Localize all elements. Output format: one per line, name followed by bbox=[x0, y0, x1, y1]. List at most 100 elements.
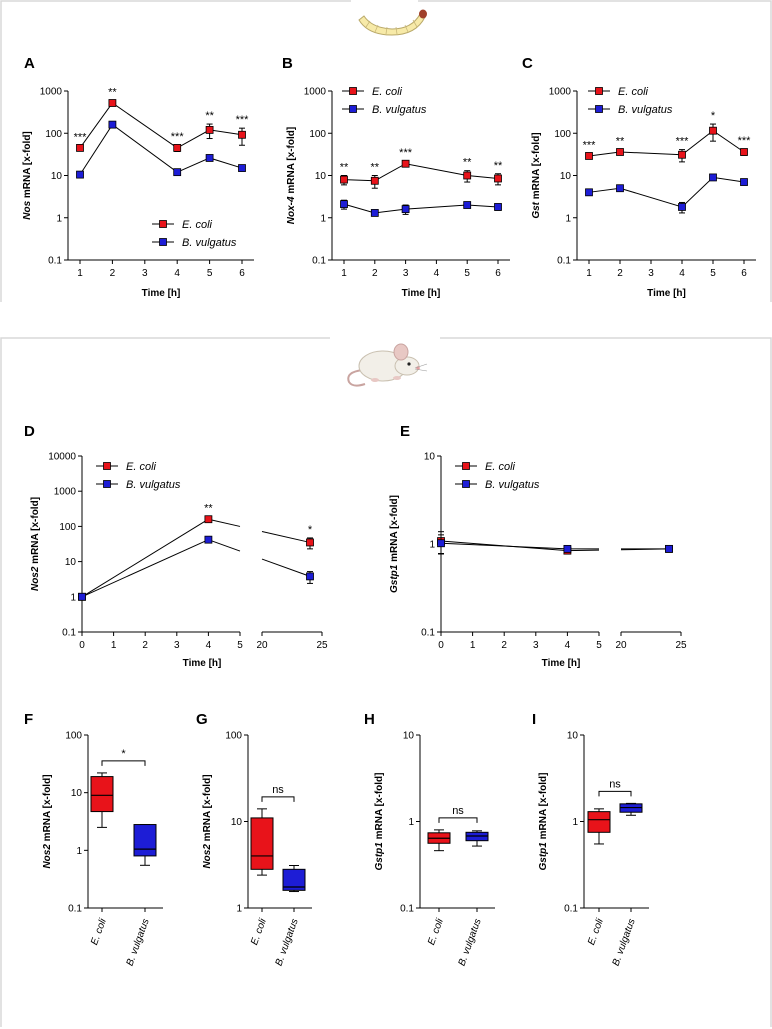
bvulgatus-data-point bbox=[78, 592, 86, 601]
bvulgatus-data-point bbox=[108, 120, 117, 129]
x-axis-label: Time [h] bbox=[142, 288, 181, 299]
bvulgatus-data-point bbox=[563, 544, 572, 553]
significance-label: *** bbox=[399, 147, 413, 159]
ecoli-data-point bbox=[401, 159, 410, 168]
bvulgatus-data-point bbox=[665, 544, 673, 553]
x-tick-label: 1 bbox=[470, 640, 476, 651]
x-tick-label: 2 bbox=[110, 268, 116, 279]
x-tick-label: 2 bbox=[501, 640, 507, 651]
ecoli-data-point bbox=[103, 462, 111, 470]
ecoli-data-point bbox=[76, 144, 84, 152]
legend-ecoli-label: E. coli bbox=[126, 461, 157, 473]
ecoli-data-point bbox=[616, 148, 624, 156]
y-tick-label: 10 bbox=[567, 731, 579, 742]
bvulgatus-data-point bbox=[585, 188, 593, 197]
y-tick-label: 0.1 bbox=[62, 628, 76, 639]
ecoli-series-line bbox=[208, 518, 241, 527]
bvulgatus-box bbox=[282, 868, 306, 891]
ecoli-data-point bbox=[740, 148, 748, 156]
x-axis-label: Time [h] bbox=[647, 288, 686, 299]
legend-ecoli-label: E. coli bbox=[618, 86, 649, 98]
x-tick-label: 3 bbox=[403, 268, 409, 279]
y-axis-label: Nos2 mRNA [x-fold] bbox=[202, 774, 213, 868]
x-tick-label: 4 bbox=[679, 268, 685, 279]
y-tick-label: 10 bbox=[560, 171, 572, 182]
bvulgatus-data-point bbox=[238, 164, 246, 172]
bvulgatus-data-point bbox=[340, 200, 348, 209]
bvulgatus-data-point bbox=[740, 178, 748, 186]
significance-bracket bbox=[438, 817, 478, 823]
bvulgatus-box bbox=[133, 824, 157, 857]
larva-icon bbox=[358, 9, 427, 36]
bvulgatus-data-point bbox=[173, 168, 182, 177]
bvulgatus-data-point bbox=[437, 539, 445, 548]
y-axis-label: Gstp1 mRNA [x-fold] bbox=[538, 773, 549, 871]
y-axis-label: Nox-4 mRNA [x-fold] bbox=[286, 127, 297, 224]
y-axis-label-gene: Gstp1 bbox=[374, 842, 385, 871]
x-tick-label: 5 bbox=[237, 640, 243, 651]
y-axis-label-unit: mRNA [x-fold] bbox=[374, 773, 385, 843]
ecoli-data-point bbox=[709, 126, 717, 135]
ecoli-box bbox=[250, 817, 274, 870]
x-tick-label: 2 bbox=[617, 268, 623, 279]
bvulgatus-data-point bbox=[349, 105, 357, 113]
legend-ecoli-label: E. coli bbox=[485, 461, 516, 473]
y-tick-label: 0.1 bbox=[564, 904, 578, 915]
y-axis-label-gene: Nos2 bbox=[42, 844, 53, 869]
significance-label: *** bbox=[676, 136, 690, 148]
x-tick-label: 4 bbox=[174, 268, 180, 279]
y-tick-label: 100 bbox=[225, 731, 242, 742]
x-tick-label: 2 bbox=[142, 640, 148, 651]
ecoli-data-point bbox=[349, 87, 357, 95]
y-axis-label-gene: Nos bbox=[22, 200, 33, 219]
y-axis-label: Gstp1 mRNA [x-fold] bbox=[389, 495, 400, 593]
bvulgatus-data-point bbox=[709, 173, 717, 182]
y-tick-label: 1 bbox=[56, 213, 62, 224]
significance-label: * bbox=[308, 524, 313, 536]
y-axis-label-unit: mRNA [x-fold] bbox=[286, 127, 297, 197]
y-axis-label-unit: mRNA [x-fold] bbox=[538, 773, 549, 843]
y-tick-label: 0.1 bbox=[48, 256, 62, 267]
y-axis-label: Nos2 mRNA [x-fold] bbox=[30, 497, 41, 591]
y-tick-label: 1000 bbox=[549, 87, 572, 98]
x-tick-label: 1 bbox=[77, 268, 83, 279]
y-tick-label: 1000 bbox=[40, 87, 63, 98]
significance-label: ** bbox=[205, 110, 214, 122]
y-tick-label: 0.1 bbox=[400, 904, 414, 915]
bvulgatus-series-line bbox=[81, 539, 209, 598]
significance-label: *** bbox=[74, 132, 88, 144]
x-tick-label: 2 bbox=[372, 268, 378, 279]
significance-label: ns bbox=[272, 784, 284, 796]
y-tick-label: 100 bbox=[59, 522, 76, 533]
panel-c: C 0.1 1 10 100 1000 1 2 3 4 5 6 Time [h] Gst mRNA [x-… bbox=[522, 55, 756, 299]
panel-letter: A bbox=[24, 55, 35, 72]
y-tick-label: 1 bbox=[70, 592, 76, 603]
significance-bracket bbox=[598, 790, 632, 797]
panel-letter: I bbox=[532, 711, 536, 728]
significance-label: *** bbox=[171, 131, 185, 143]
ecoli-data-point bbox=[306, 538, 314, 547]
x-tick-label: 3 bbox=[142, 268, 148, 279]
y-axis-label-gene: Gstp1 bbox=[538, 842, 549, 871]
bvulgatus-data-point bbox=[204, 535, 213, 544]
y-axis-label: Gst mRNA [x-fold] bbox=[531, 132, 542, 218]
bvulgatus-data-point bbox=[401, 205, 410, 214]
significance-label: * bbox=[121, 748, 126, 760]
x-tick-label: 6 bbox=[239, 268, 245, 279]
panel-letter: F bbox=[24, 711, 33, 728]
y-tick-label: 1 bbox=[236, 904, 242, 915]
ecoli-data-point bbox=[173, 144, 182, 152]
ecoli-data-point bbox=[205, 126, 214, 134]
x-tick-label: 4 bbox=[565, 640, 571, 651]
y-tick-label: 1000 bbox=[54, 487, 77, 498]
y-axis-label-unit: mRNA [x-fold] bbox=[22, 131, 33, 201]
panel-e: E 0.1 1 10 0 1 2 3 4 5 20 25 Time [h] Gstp1 mRNA [x-f… bbox=[389, 423, 687, 669]
panel-letter: B bbox=[282, 55, 293, 72]
ecoli-series-line bbox=[261, 530, 311, 543]
y-tick-label: 1 bbox=[76, 846, 82, 857]
bvulgatus-data-point bbox=[494, 203, 502, 211]
x-tick-label: 1 bbox=[341, 268, 347, 279]
legend-bvulgatus-label: B. vulgatus bbox=[182, 237, 237, 249]
ecoli-data-point bbox=[204, 515, 213, 524]
ecoli-data-point bbox=[585, 152, 593, 160]
